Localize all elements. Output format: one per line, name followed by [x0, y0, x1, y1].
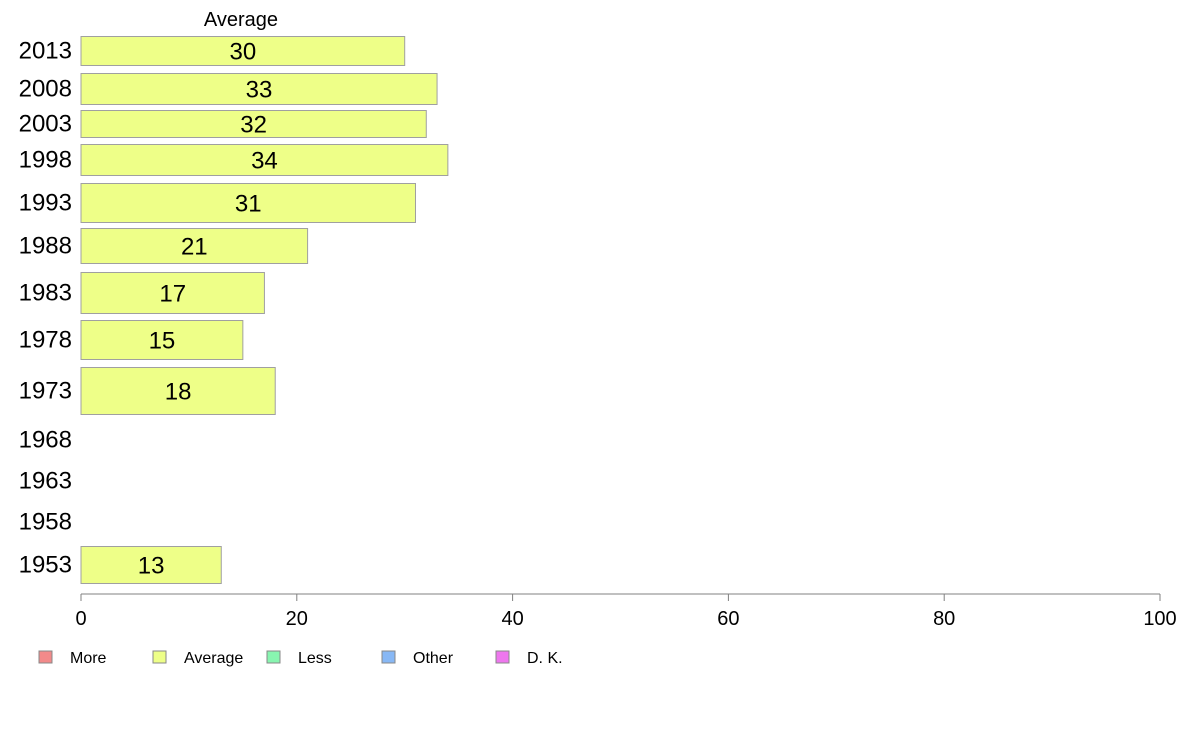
value-label-1993: 31 — [235, 191, 262, 218]
value-label-1978: 15 — [149, 328, 176, 355]
year-label-2008: 2008 — [19, 76, 72, 103]
bar-1973 — [80, 367, 276, 415]
bar-2013 — [80, 36, 406, 66]
value-label-2008: 33 — [246, 77, 273, 104]
bar-1988 — [80, 228, 309, 264]
legend-label-other: Other — [413, 650, 454, 667]
value-label-1998: 34 — [251, 148, 278, 175]
x-tick-label-40: 40 — [501, 608, 523, 630]
year-label-1968: 1968 — [19, 427, 72, 454]
value-label-1988: 21 — [181, 234, 208, 261]
value-label-2013: 30 — [229, 39, 256, 66]
x-tick-label-80: 80 — [933, 608, 955, 630]
year-label-2003: 2003 — [19, 111, 72, 138]
year-label-1998: 1998 — [19, 147, 72, 174]
year-label-2013: 2013 — [19, 38, 72, 65]
year-label-1953: 1953 — [19, 552, 72, 579]
bar-2003 — [80, 110, 427, 138]
x-tick-label-100: 100 — [1143, 608, 1176, 630]
legend-swatch-less — [266, 650, 281, 664]
legend-swatch-average — [152, 650, 167, 664]
value-label-1953: 13 — [138, 553, 165, 580]
column-title: Average — [204, 9, 278, 31]
legend-swatch-other — [381, 650, 396, 664]
legend-label-less: Less — [298, 650, 332, 667]
value-label-1983: 17 — [159, 281, 186, 308]
year-label-1988: 1988 — [19, 233, 72, 260]
x-tick-label-0: 0 — [75, 608, 86, 630]
legend-label-more: More — [70, 650, 107, 667]
year-label-1963: 1963 — [19, 468, 72, 495]
x-axis: 0 20 40 60 80 100 — [75, 593, 1177, 630]
bar-1983 — [80, 272, 265, 314]
bar-2008 — [80, 73, 438, 105]
bar-1998 — [80, 144, 449, 176]
bar-1993 — [80, 183, 416, 223]
bars: 30 33 32 34 31 21 17 15 18 13 — [80, 36, 449, 584]
year-label-1973: 1973 — [19, 378, 72, 405]
bar-1978 — [80, 320, 244, 360]
legend-swatch-more — [38, 650, 53, 664]
year-label-1983: 1983 — [19, 280, 72, 307]
legend: More Average Less Other D. K. — [38, 650, 563, 667]
bar-1953 — [80, 546, 222, 584]
legend-label-d-k: D. K. — [527, 650, 563, 667]
value-label-1973: 18 — [165, 379, 192, 406]
year-label-1993: 1993 — [19, 190, 72, 217]
value-label-2003: 32 — [240, 112, 267, 139]
legend-label-average: Average — [184, 650, 243, 667]
legend-swatch-d-k — [495, 650, 510, 664]
x-tick-label-20: 20 — [286, 608, 308, 630]
year-labels: 2013 2008 2003 1998 1993 1988 1983 1978 1973 1968… — [19, 38, 72, 579]
x-tick-label-60: 60 — [717, 608, 739, 630]
year-label-1958: 1958 — [19, 509, 72, 536]
year-label-1978: 1978 — [19, 327, 72, 354]
